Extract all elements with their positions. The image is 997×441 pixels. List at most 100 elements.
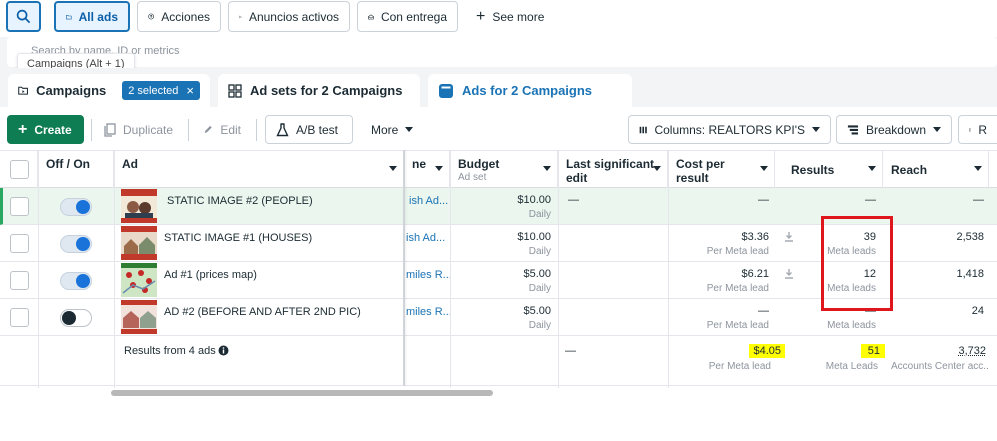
- row-checkbox[interactable]: [10, 271, 29, 290]
- filter-anuncios-activos[interactable]: Anuncios activos: [228, 1, 350, 32]
- delivery-toggle[interactable]: [60, 198, 92, 216]
- header-reach[interactable]: Reach: [883, 151, 989, 188]
- edit-button[interactable]: Edit: [192, 115, 252, 144]
- results-unit: Meta leads: [827, 283, 876, 294]
- ad-set-link[interactable]: ish Ad...: [409, 195, 449, 207]
- column-divider: [558, 150, 559, 388]
- columns-icon: [639, 126, 647, 133]
- table-row[interactable]: AD #2 (BEFORE AND AFTER 2ND PIC) miles R…: [0, 299, 997, 336]
- create-button[interactable]: + Create: [7, 115, 84, 144]
- chevron-down-icon: [933, 127, 941, 132]
- breakdown-icon: [847, 124, 859, 135]
- delivery-toggle[interactable]: [60, 235, 92, 253]
- header-cost-per-result[interactable]: Cost per result: [668, 151, 775, 188]
- folder-icon: [66, 14, 72, 19]
- column-divider: [668, 150, 669, 388]
- reach-value: 24: [971, 305, 984, 317]
- more-button[interactable]: More: [360, 115, 428, 144]
- horizontal-scrollbar[interactable]: [111, 390, 493, 396]
- header-results[interactable]: Results: [775, 151, 883, 188]
- budget-value: $10.00: [517, 194, 551, 206]
- cost-unit: Per Meta lead: [706, 320, 769, 331]
- header-budget[interactable]: Budget Ad set: [450, 151, 558, 188]
- reports-button[interactable]: R: [958, 115, 997, 144]
- summary-last-edit: —: [565, 345, 576, 357]
- summary-results: 51: [860, 344, 885, 358]
- summary-reach-unit: Accounts Center acc...: [891, 361, 989, 372]
- cost-value: —: [758, 305, 769, 317]
- row-checkbox[interactable]: [10, 308, 29, 327]
- ad-set-link[interactable]: miles R...: [406, 306, 452, 318]
- ad-set-link[interactable]: miles R...: [406, 269, 452, 281]
- tab-ads-label: Ads for 2 Campaigns: [462, 83, 593, 98]
- action-toolbar: + Create Duplicate Edit A/B test More Co…: [0, 107, 997, 150]
- flask-icon: [276, 122, 289, 136]
- filter-con-entrega[interactable]: Con entrega: [357, 1, 458, 32]
- divider: [188, 119, 189, 141]
- cost-value: $6.21: [741, 268, 769, 280]
- results-value: —: [865, 194, 876, 206]
- ad-name[interactable]: STATIC IMAGE #1 (HOUSES): [164, 232, 313, 244]
- duplicate-button[interactable]: Duplicate: [93, 115, 185, 144]
- table-row[interactable]: STATIC IMAGE #1 (HOUSES) ish Ad... $10.0…: [0, 225, 997, 262]
- filter-acciones[interactable]: Acciones: [137, 1, 221, 32]
- info-icon[interactable]: [218, 345, 229, 356]
- plus-icon: +: [18, 120, 28, 138]
- ad-set-link[interactable]: ish Ad...: [406, 232, 446, 244]
- columns-button[interactable]: Columns: REALTORS KPI'S: [628, 115, 831, 144]
- last-edit-value: —: [568, 194, 579, 206]
- filter-anuncios-activos-label: Anuncios activos: [248, 9, 339, 24]
- ab-test-button[interactable]: A/B test: [265, 115, 353, 144]
- see-more-button[interactable]: + See more: [466, 1, 556, 32]
- ad-name[interactable]: STATIC IMAGE #2 (PEOPLE): [167, 195, 313, 207]
- row-checkbox[interactable]: [10, 234, 29, 253]
- budget-type: Daily: [528, 283, 551, 294]
- annotation-highlight-box: [821, 216, 893, 311]
- ad-thumbnail: [121, 263, 157, 297]
- search-toggle-button[interactable]: [6, 1, 41, 32]
- select-all-checkbox[interactable]: [10, 160, 29, 179]
- header-last-edit[interactable]: Last significant edit: [558, 151, 668, 188]
- header-off-on[interactable]: Off / On: [38, 151, 114, 188]
- header-ad[interactable]: Ad: [114, 151, 404, 188]
- search-input[interactable]: Search by name, ID or metrics: [7, 37, 997, 67]
- tab-campaigns[interactable]: Campaigns 2 selected ×: [8, 74, 210, 107]
- breakdown-button[interactable]: Breakdown: [836, 115, 952, 144]
- delivery-toggle[interactable]: [60, 272, 92, 290]
- chevron-down-icon: [812, 127, 820, 132]
- sort-caret-icon: [868, 166, 876, 171]
- summary-cost-unit: Per Meta lead: [708, 361, 771, 372]
- header-ad-set-name[interactable]: ne: [404, 151, 450, 188]
- filter-all-ads[interactable]: All ads: [54, 1, 130, 32]
- row-checkbox[interactable]: [10, 197, 29, 216]
- summary-row: Results from 4 ads — $4.05 Per Meta lead…: [0, 336, 997, 386]
- reports-label: R: [978, 122, 987, 137]
- duplicate-icon: [104, 122, 116, 137]
- filter-bar: All ads Acciones Anuncios activos Con en…: [0, 0, 997, 36]
- download-icon[interactable]: [784, 231, 794, 242]
- ad-name[interactable]: Ad #1 (prices map): [164, 269, 257, 281]
- reach-value: 2,538: [956, 231, 984, 243]
- ad-name[interactable]: AD #2 (BEFORE AND AFTER 2ND PIC): [164, 306, 361, 318]
- create-label: Create: [34, 122, 72, 137]
- envelope-icon: [368, 14, 374, 19]
- plus-icon: +: [476, 7, 486, 25]
- breakdown-label: Breakdown: [865, 122, 926, 137]
- tab-ad-sets-label: Ad sets for 2 Campaigns: [250, 83, 403, 98]
- ab-test-label: A/B test: [296, 122, 339, 137]
- tab-ads[interactable]: Ads for 2 Campaigns: [428, 74, 632, 107]
- selected-pill[interactable]: 2 selected ×: [122, 81, 200, 100]
- ad-icon: [439, 83, 453, 98]
- tab-ad-sets[interactable]: Ad sets for 2 Campaigns: [218, 74, 420, 107]
- more-label: More: [371, 122, 399, 137]
- clear-selection-icon[interactable]: ×: [186, 83, 194, 98]
- delivery-toggle[interactable]: [60, 309, 92, 327]
- play-triangle-icon: [239, 15, 242, 18]
- summary-reach: 3,732: [958, 345, 986, 357]
- table-row[interactable]: Ad #1 (prices map) miles R... $5.00 Dail…: [0, 262, 997, 299]
- see-more-label: See more: [492, 9, 545, 24]
- sort-caret-icon: [974, 166, 982, 171]
- column-divider: [38, 150, 39, 388]
- download-icon[interactable]: [784, 268, 794, 279]
- tab-campaigns-label: Campaigns: [36, 83, 107, 98]
